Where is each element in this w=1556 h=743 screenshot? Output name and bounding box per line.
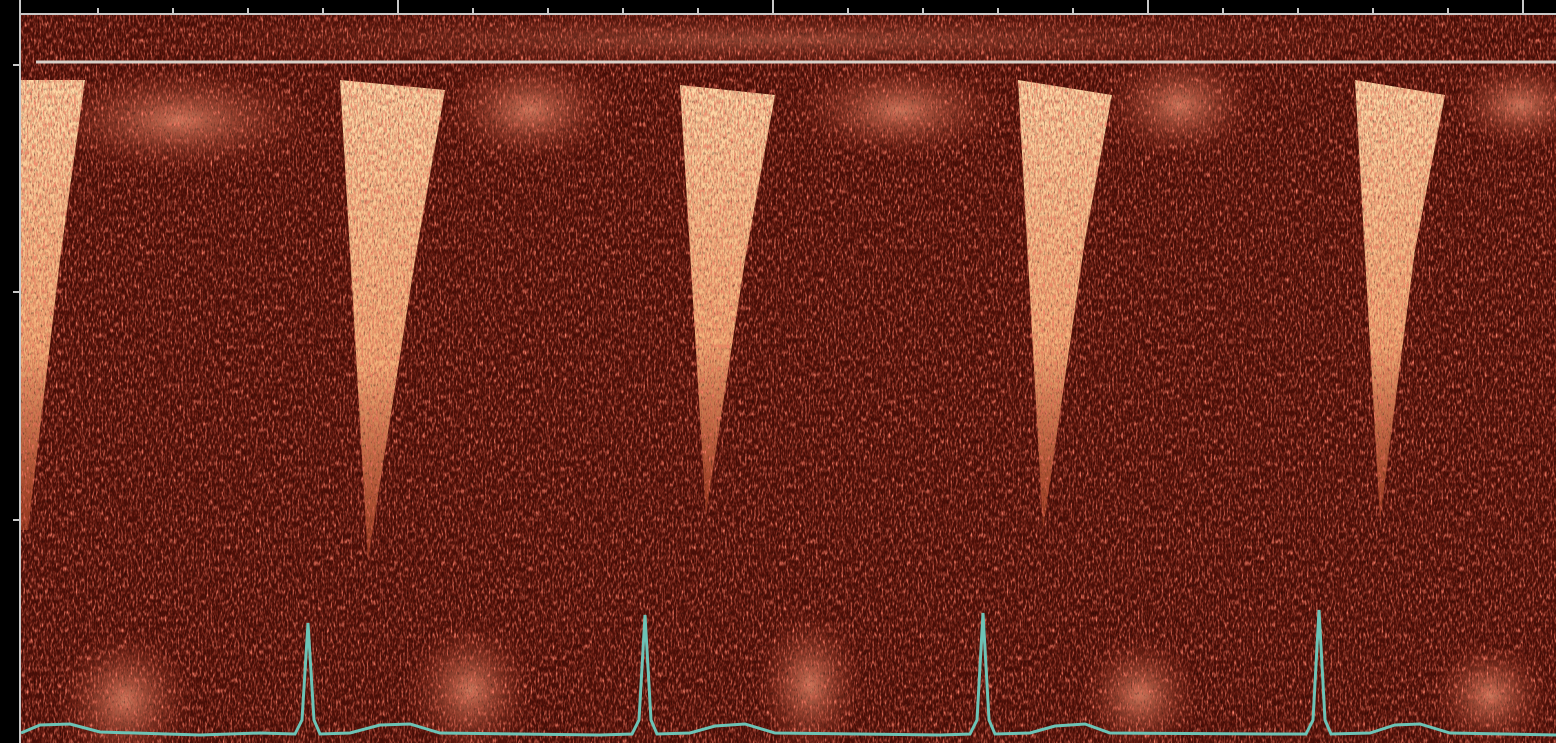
spectrum (21, 10, 1556, 743)
doppler-view (0, 0, 1556, 743)
page (0, 0, 1556, 743)
speckle-dark (21, 15, 1556, 743)
